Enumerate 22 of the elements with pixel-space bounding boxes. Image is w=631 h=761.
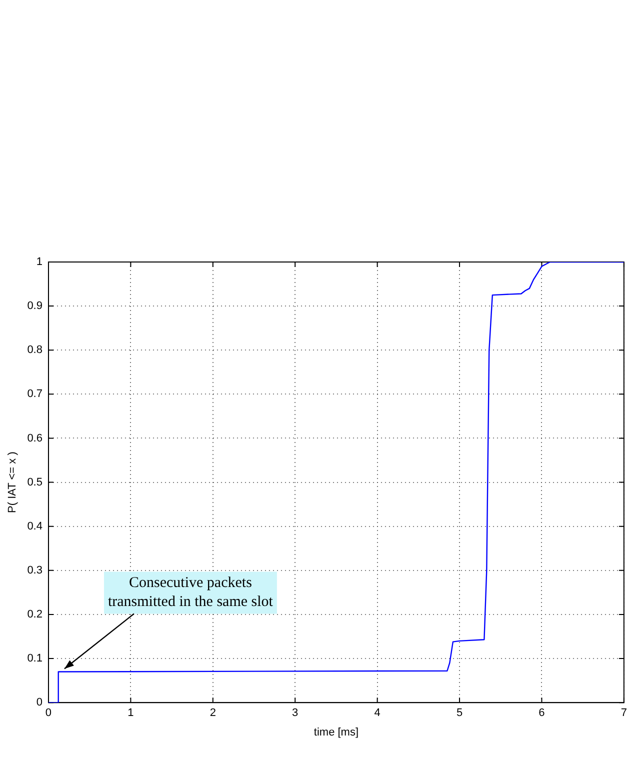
x-tick-label: 7 <box>620 707 628 720</box>
y-tick-label: 0.7 <box>27 388 42 400</box>
x-tick-label: 1 <box>128 707 134 720</box>
x-tick-label: 5 <box>456 707 463 720</box>
x-tick-label: 6 <box>538 707 545 720</box>
x-tick-label: 4 <box>374 707 380 720</box>
y-tick-label: 0.6 <box>27 432 42 444</box>
y-tick-label: 1 <box>36 256 42 268</box>
y-tick-label: 0.5 <box>27 476 42 488</box>
x-axis-title: time [ms] <box>314 726 359 738</box>
y-tick-label: 0.2 <box>27 608 42 621</box>
x-tick-label: 0 <box>45 707 52 720</box>
y-tick-label: 0.9 <box>27 300 42 312</box>
y-tick-label: 0 <box>36 696 42 709</box>
annotation: Consecutive packets transmitted in the same slot <box>108 575 274 610</box>
y-tick-label: 0.3 <box>27 564 42 576</box>
x-tick-label: 3 <box>292 707 298 720</box>
y-tick-label: 0.4 <box>27 520 42 532</box>
y-tick-label: 0.1 <box>27 652 42 665</box>
x-tick-label: 2 <box>210 707 216 720</box>
y-axis-title: P( IAT <= x ) <box>6 452 19 513</box>
y-tick-label: 0.8 <box>27 344 42 356</box>
